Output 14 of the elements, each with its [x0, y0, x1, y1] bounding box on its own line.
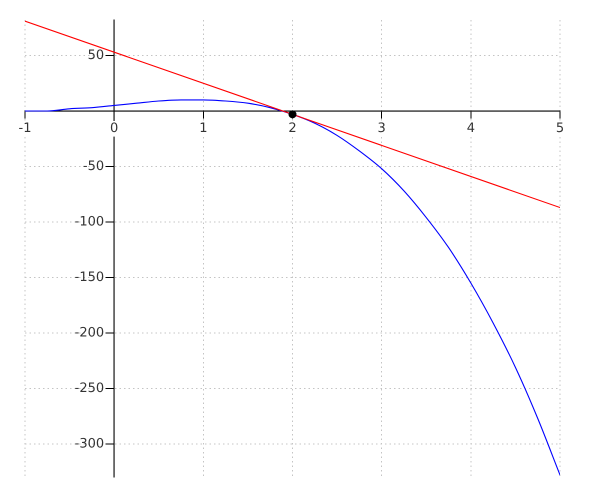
x-tick-label: 0 — [110, 121, 118, 136]
y-tick-label: -50 — [82, 158, 104, 174]
x-tick-label: 5 — [556, 121, 564, 136]
x-tick-label: 4 — [466, 121, 475, 136]
y-tick-label: 50 — [88, 48, 104, 63]
x-tick-label: 2 — [288, 121, 297, 136]
y-tick-label: -250 — [74, 380, 104, 396]
x-tick-label: 1 — [199, 121, 208, 136]
y-tick-label: -200 — [74, 325, 104, 340]
y-tick-label: -300 — [74, 436, 104, 452]
y-tick-label: -150 — [74, 270, 104, 285]
y-tick-label: -100 — [74, 214, 104, 230]
x-tick-label: -1 — [18, 121, 32, 136]
x-tick-label: 3 — [378, 121, 386, 136]
